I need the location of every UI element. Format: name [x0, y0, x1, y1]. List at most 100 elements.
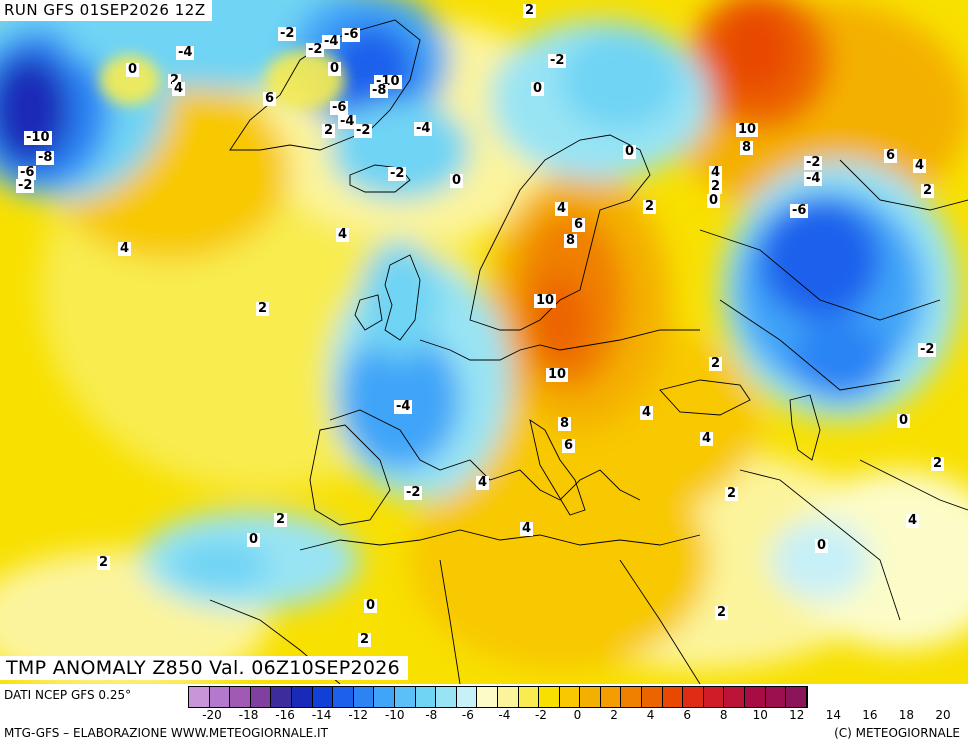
contour-label: 10 — [546, 367, 569, 382]
colorbar-tick-label: 14 — [825, 708, 841, 722]
colorbar-tick-label: 10 — [752, 708, 768, 722]
colorbar-swatch — [189, 687, 210, 707]
contour-label: 2 — [931, 456, 945, 471]
contour-label: -8 — [370, 83, 389, 98]
colorbar-tick-label: -16 — [275, 708, 295, 722]
colorbar-swatch — [600, 687, 622, 707]
contour-label: 4 — [700, 431, 714, 446]
data-source-label: DATI NCEP GFS 0.25° — [4, 688, 132, 702]
colorbar-swatch — [539, 687, 560, 707]
colorbar-tick-label: 20 — [935, 708, 951, 722]
contour-label: 2 — [715, 605, 729, 620]
contour-label: -4 — [322, 34, 341, 49]
contour-label: 0 — [815, 538, 829, 553]
colorbar-swatch — [724, 687, 746, 707]
copyright-label: (C) METEOGIORNALE — [834, 726, 960, 740]
contour-label: 6 — [263, 91, 277, 106]
colorbar-swatch — [333, 687, 354, 707]
colorbar-swatch — [683, 687, 704, 707]
run-label: RUN GFS 01SEP2026 12Z — [0, 0, 212, 21]
colorbar-swatch — [209, 687, 231, 707]
colorbar-tick-label: 4 — [646, 708, 655, 722]
colorbar-swatch — [291, 687, 313, 707]
colorbar-tick-label: -8 — [425, 708, 438, 722]
contour-label: 4 — [555, 201, 569, 216]
colorbar-tick-label: -4 — [498, 708, 511, 722]
colorbar-tick-label: -2 — [534, 708, 547, 722]
contour-label: -6 — [330, 100, 349, 115]
coastlines-and-borders — [209, 19, 968, 684]
contour-label: 6 — [572, 217, 586, 232]
anomaly-field-svg — [0, 0, 968, 684]
contour-label: 2 — [274, 512, 288, 527]
colorbar-tick-label: 16 — [862, 708, 878, 722]
contour-label: 2 — [256, 301, 270, 316]
contour-label: 0 — [707, 193, 721, 208]
contour-label: -2 — [804, 155, 823, 170]
contour-label: -2 — [404, 485, 423, 500]
contour-label: 4 — [520, 521, 534, 536]
colorbar-swatch — [374, 687, 395, 707]
contour-label: -2 — [918, 342, 937, 357]
colorbar-tick-label: 8 — [719, 708, 728, 722]
colorbar-swatch — [415, 687, 437, 707]
colorbar-swatch — [230, 687, 251, 707]
colorbar-tick-label: 12 — [789, 708, 805, 722]
contour-label: 4 — [476, 475, 490, 490]
contour-label: 2 — [358, 632, 372, 647]
colorbar — [188, 686, 808, 708]
colorbar-tick-label: 2 — [610, 708, 618, 722]
contour-label: -10 — [24, 130, 52, 145]
contour-label: 2 — [921, 183, 935, 198]
contour-label: -2 — [16, 178, 35, 193]
contour-label: 4 — [118, 241, 132, 256]
contour-label: 0 — [364, 598, 378, 613]
contour-label: 0 — [623, 144, 637, 159]
contour-label: 0 — [531, 81, 545, 96]
color-legend: DATI NCEP GFS 0.25° -20 -18 -16 -14 -12 -10 -8… — [0, 684, 968, 745]
colorbar-swatch — [662, 687, 684, 707]
colorbar-tick-label: -18 — [238, 708, 259, 722]
contour-label: 2 — [709, 179, 723, 194]
contour-label: 0 — [328, 61, 342, 76]
colorbar-swatch — [518, 687, 540, 707]
colorbar-swatch — [559, 687, 581, 707]
contour-label: 0 — [450, 173, 464, 188]
colorbar-swatch — [271, 687, 292, 707]
contour-label: -2 — [548, 53, 567, 68]
temperature-anomaly-map: RUN GFS 01SEP2026 12Z TMP ANOMALY Z850 V… — [0, 0, 968, 684]
contour-label: -6 — [342, 27, 361, 42]
contour-label: 0 — [247, 532, 261, 547]
contour-label: -2 — [354, 123, 373, 138]
contour-label: -6 — [790, 203, 809, 218]
contour-label: 8 — [740, 140, 754, 155]
colorbar-swatch — [642, 687, 663, 707]
colorbar-tick-label: -12 — [348, 708, 368, 722]
contour-label: 4 — [913, 158, 927, 173]
colorbar-swatch — [436, 687, 457, 707]
contour-label: 6 — [562, 438, 576, 453]
contour-label: 2 — [523, 3, 537, 18]
colorbar-tick-label: -20 — [202, 708, 222, 722]
model-credit-label: MTG-GFS – ELABORAZIONE WWW.METEOGIORNALE… — [4, 726, 328, 740]
contour-label: 4 — [640, 405, 654, 420]
contour-label: 4 — [172, 81, 186, 96]
colorbar-swatch — [703, 687, 725, 707]
colorbar-swatch — [765, 687, 787, 707]
contour-label: -4 — [176, 45, 195, 60]
colorbar-swatch — [786, 687, 807, 707]
colorbar-swatch — [580, 687, 601, 707]
contour-label: 4 — [906, 513, 920, 528]
colorbar-swatch — [394, 687, 416, 707]
contour-label: 2 — [97, 555, 111, 570]
colorbar-swatch — [477, 687, 498, 707]
colorbar-swatch — [312, 687, 334, 707]
contour-label: -6 — [18, 165, 37, 180]
contour-label: -2 — [278, 26, 297, 41]
contour-label: -8 — [36, 150, 55, 165]
contour-label: 2 — [322, 123, 336, 138]
contour-label: 0 — [897, 413, 911, 428]
colorbar-tick-label: -14 — [311, 708, 332, 722]
contour-label: -4 — [394, 399, 413, 414]
colorbar-tick-label: 18 — [898, 708, 915, 722]
